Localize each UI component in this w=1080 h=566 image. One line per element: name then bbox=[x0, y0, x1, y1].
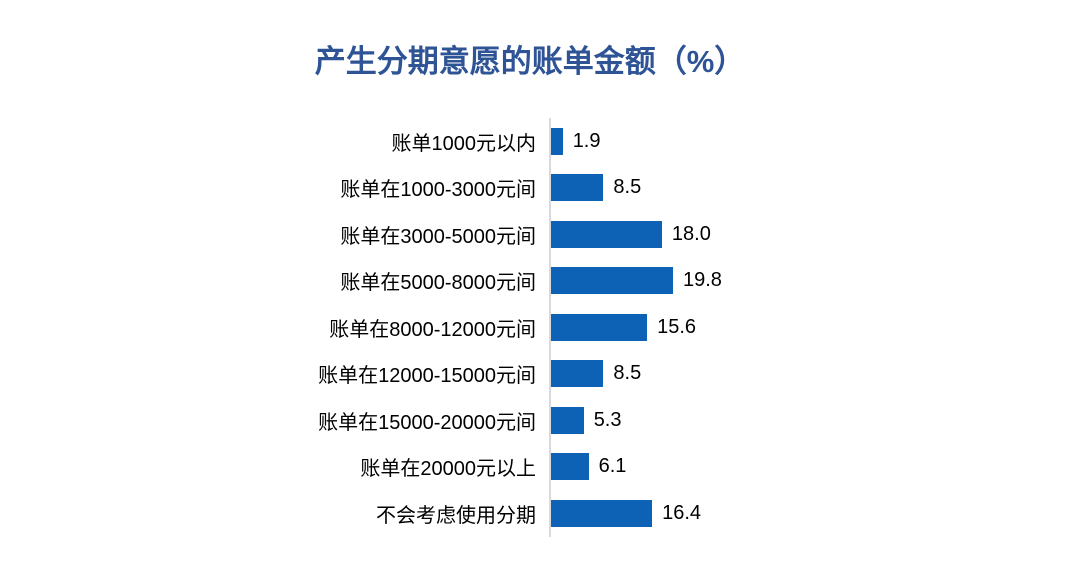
bar bbox=[551, 406, 584, 434]
chart-row: 账单在20000元以上 6.1 bbox=[0, 443, 1080, 490]
chart-row: 账单1000元以内 1.9 bbox=[0, 118, 1080, 165]
category-label: 账单在8000-12000元间 bbox=[329, 318, 536, 341]
bar bbox=[551, 267, 673, 295]
bar bbox=[551, 313, 648, 341]
category-label: 不会考虑使用分期 bbox=[376, 504, 536, 527]
value-label: 5.3 bbox=[593, 408, 622, 431]
chart-row: 不会考虑使用分期 16.4 bbox=[0, 490, 1080, 537]
bar-track: 15.6 bbox=[549, 304, 1080, 351]
category-label: 账单在1000-3000元间 bbox=[340, 179, 536, 202]
category-label: 账单在20000元以上 bbox=[360, 458, 536, 481]
bar bbox=[551, 453, 589, 481]
bar-track: 6.1 bbox=[549, 443, 1080, 490]
value-label: 8.5 bbox=[613, 362, 642, 385]
category-label: 账单在12000-15000元间 bbox=[318, 365, 536, 388]
value-label: 6.1 bbox=[598, 455, 627, 478]
value-label: 15.6 bbox=[657, 315, 697, 338]
value-label: 1.9 bbox=[572, 129, 601, 152]
bar-track: 8.5 bbox=[549, 164, 1080, 211]
value-label: 8.5 bbox=[613, 176, 642, 199]
category-label: 账单在5000-8000元间 bbox=[340, 272, 536, 295]
value-label: 16.4 bbox=[662, 501, 702, 524]
bar-track: 19.8 bbox=[549, 257, 1080, 304]
chart-row: 账单在12000-15000元间 8.5 bbox=[0, 350, 1080, 397]
value-label: 18.0 bbox=[671, 222, 711, 245]
bar-track: 1.9 bbox=[549, 118, 1080, 165]
chart-row: 账单在15000-20000元间 5.3 bbox=[0, 397, 1080, 444]
category-label: 账单在15000-20000元间 bbox=[318, 411, 536, 434]
bar bbox=[551, 174, 604, 202]
bar-track: 8.5 bbox=[549, 350, 1080, 397]
chart-title: 产生分期意愿的账单金额（%） bbox=[314, 44, 746, 79]
bar bbox=[551, 499, 653, 527]
value-label: 19.8 bbox=[683, 269, 722, 292]
bar bbox=[551, 360, 604, 388]
bar-chart-plot-area: 账单1000元以内 1.9 账单在1000-3000元间 8.5 账单在3000-500… bbox=[0, 118, 1080, 537]
chart-row: 账单在3000-5000元间 18.0 bbox=[0, 211, 1080, 258]
chart-row: 账单在5000-8000元间 19.8 bbox=[0, 257, 1080, 304]
category-label: 账单1000元以内 bbox=[391, 132, 537, 155]
bar bbox=[551, 220, 662, 248]
bar bbox=[551, 127, 563, 155]
bar-track: 5.3 bbox=[549, 397, 1080, 444]
bar-track: 16.4 bbox=[549, 490, 1080, 537]
category-label: 账单在3000-5000元间 bbox=[340, 225, 536, 248]
bar-track: 18.0 bbox=[549, 211, 1080, 258]
chart-row: 账单在1000-3000元间 8.5 bbox=[0, 164, 1080, 211]
chart-row: 账单在8000-12000元间 15.6 bbox=[0, 304, 1080, 351]
